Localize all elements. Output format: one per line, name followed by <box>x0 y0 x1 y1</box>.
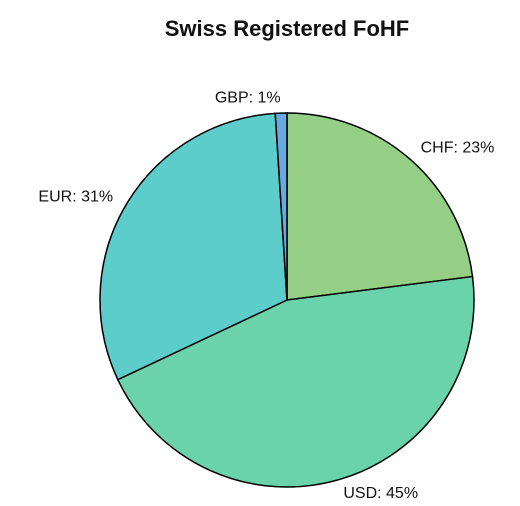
pie-slice <box>286 112 474 301</box>
pie-slice <box>274 112 288 301</box>
slice-label: USD: 45% <box>343 485 418 502</box>
chart-title: Swiss Registered FoHF <box>165 16 410 41</box>
pie-slice <box>116 275 475 488</box>
slice-label: GBP: 1% <box>215 89 281 106</box>
slice-label: CHF: 23% <box>421 140 495 157</box>
pie-slice <box>99 112 288 381</box>
slice-label: EUR: 31% <box>38 188 113 205</box>
